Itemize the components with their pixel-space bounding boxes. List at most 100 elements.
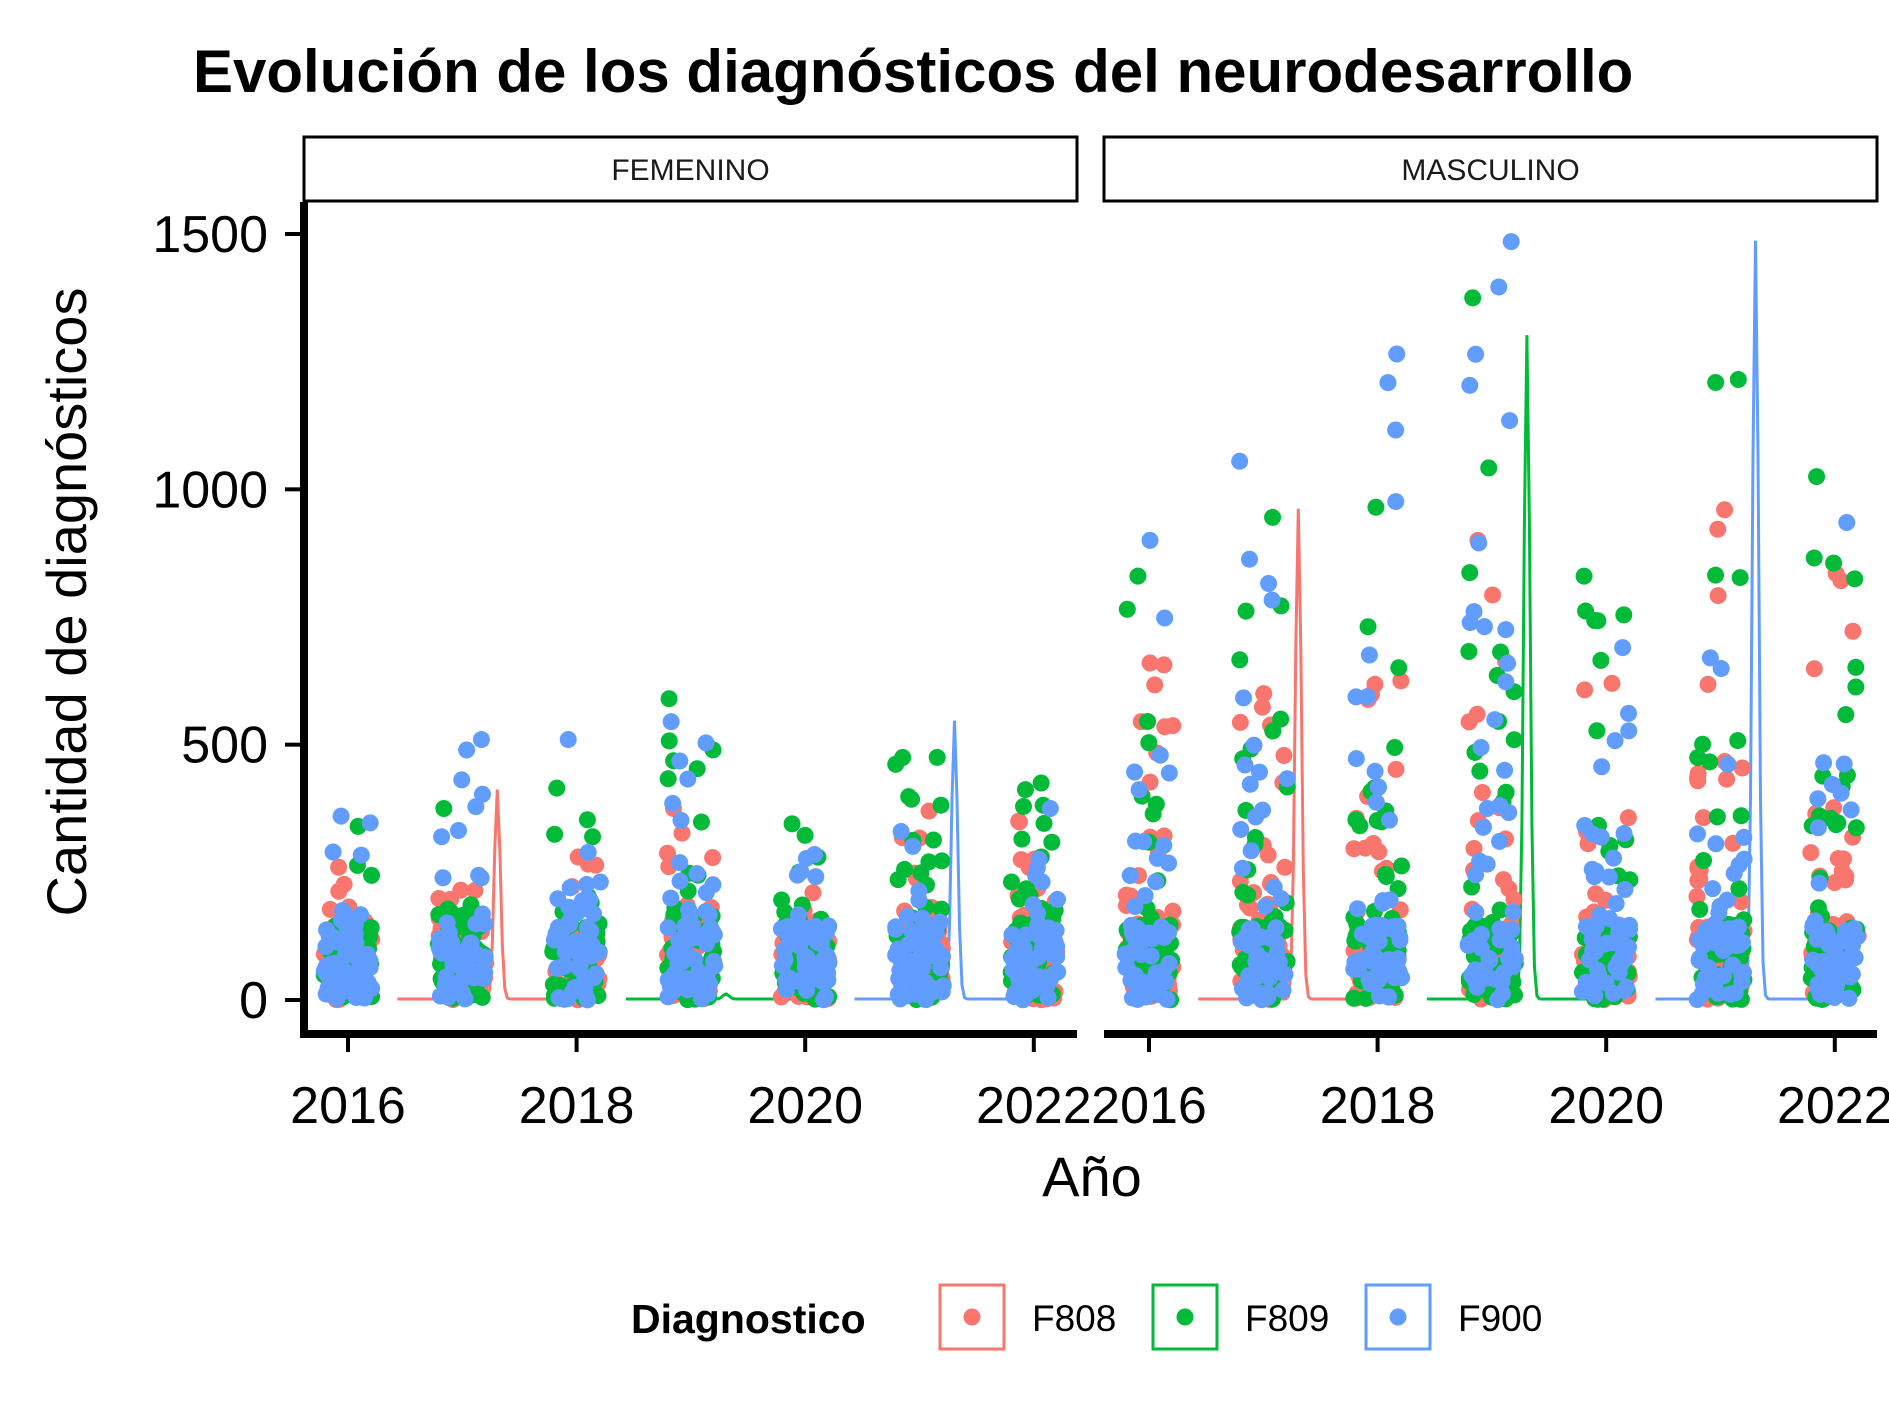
chart-title: Evolución de los diagnósticos del neurod… xyxy=(193,38,1633,105)
point-f900 xyxy=(1808,955,1826,973)
point-f808 xyxy=(466,881,484,899)
point-f808 xyxy=(704,849,722,867)
point-f808 xyxy=(1694,809,1712,827)
point-f900 xyxy=(1233,859,1251,877)
point-f900 xyxy=(1619,938,1637,956)
point-f900 xyxy=(317,938,335,956)
point-f900 xyxy=(1843,965,1861,983)
point-f809 xyxy=(1351,817,1369,835)
point-f808 xyxy=(1012,851,1030,869)
point-f900 xyxy=(1495,964,1513,982)
point-f808 xyxy=(1718,770,1736,788)
point-f809 xyxy=(1847,658,1865,676)
point-f900 xyxy=(783,970,801,988)
x-axis-title: Año xyxy=(1042,1145,1142,1208)
point-f900 xyxy=(1712,660,1730,678)
point-f900 xyxy=(1241,775,1259,793)
point-f900 xyxy=(1589,965,1607,983)
point-f900 xyxy=(1126,967,1144,985)
point-f900 xyxy=(334,902,352,920)
point-f900 xyxy=(1707,835,1725,853)
panel-masculino xyxy=(1116,233,1867,1009)
point-f809 xyxy=(1035,814,1053,832)
point-f900 xyxy=(1616,880,1634,898)
point-f809 xyxy=(1729,732,1747,750)
facet-strip-masculino xyxy=(1102,135,1879,203)
axes: 2016 2018 2020 2022 2016 2018 2020 202205001000… xyxy=(152,202,1889,1135)
point-f809 xyxy=(584,828,602,846)
point-f808 xyxy=(659,844,677,862)
point-f809 xyxy=(894,748,912,766)
point-f900 xyxy=(1347,688,1365,706)
point-f900 xyxy=(579,843,597,861)
point-f900 xyxy=(905,968,923,986)
point-f808 xyxy=(1231,713,1249,731)
point-f808 xyxy=(1010,813,1028,831)
point-f900 xyxy=(355,989,373,1007)
point-f809 xyxy=(1386,738,1404,756)
point-f900 xyxy=(1247,808,1265,826)
point-f900 xyxy=(1360,646,1378,664)
point-f900 xyxy=(1475,618,1493,636)
point-f900 xyxy=(1127,832,1145,850)
point-f900 xyxy=(807,868,825,886)
point-f900 xyxy=(1363,943,1381,961)
point-f900 xyxy=(439,988,457,1006)
point-f900 xyxy=(1709,984,1727,1002)
point-f900 xyxy=(1726,984,1744,1002)
point-f900 xyxy=(671,854,689,872)
point-f808 xyxy=(1146,676,1164,694)
point-f900 xyxy=(1126,898,1144,916)
point-f809 xyxy=(1015,797,1033,815)
point-f900 xyxy=(1349,900,1367,918)
point-f900 xyxy=(1011,973,1029,991)
point-f900 xyxy=(1718,891,1736,909)
point-f900 xyxy=(1610,923,1628,941)
point-f809 xyxy=(1730,880,1748,898)
point-f809 xyxy=(660,732,678,750)
point-f808 xyxy=(330,858,348,876)
point-f809 xyxy=(1695,851,1713,869)
point-f900 xyxy=(1474,818,1492,836)
point-f900 xyxy=(1610,952,1628,970)
point-f900 xyxy=(1160,764,1178,782)
point-f900 xyxy=(352,906,370,924)
point-f809 xyxy=(1043,833,1061,851)
point-f900 xyxy=(1576,816,1594,834)
point-f808 xyxy=(673,824,691,842)
point-f900 xyxy=(662,713,680,731)
point-f900 xyxy=(706,957,724,975)
point-f809 xyxy=(1592,651,1610,669)
point-f900 xyxy=(1366,762,1384,780)
point-f900 xyxy=(1048,938,1066,956)
x-tick-label: 2016 xyxy=(1091,1077,1207,1135)
legend-dot-f809 xyxy=(1176,1308,1194,1326)
point-f809 xyxy=(1491,901,1509,919)
point-f900 xyxy=(552,990,570,1008)
point-f900 xyxy=(1701,649,1719,667)
point-f900 xyxy=(680,901,698,919)
point-f900 xyxy=(1155,836,1173,854)
point-f900 xyxy=(458,741,476,759)
point-f900 xyxy=(591,873,609,891)
point-f900 xyxy=(1029,948,1047,966)
legend-dot-f900 xyxy=(1389,1308,1407,1326)
point-f809 xyxy=(1460,642,1478,660)
point-f900 xyxy=(456,990,474,1008)
point-f900 xyxy=(447,975,465,993)
point-f809 xyxy=(1264,508,1282,526)
point-f809 xyxy=(1731,569,1749,587)
x-tick-label: 2016 xyxy=(290,1077,406,1135)
point-f900 xyxy=(1809,975,1827,993)
point-f808 xyxy=(1275,747,1293,765)
point-f809 xyxy=(1118,600,1136,618)
point-f900 xyxy=(1369,778,1387,796)
point-f808 xyxy=(1164,902,1182,920)
point-f809 xyxy=(1707,566,1725,584)
point-f900 xyxy=(1600,910,1618,928)
point-f900 xyxy=(582,922,600,940)
point-f809 xyxy=(1002,873,1020,891)
point-f900 xyxy=(1592,828,1610,846)
point-f808 xyxy=(1505,890,1523,908)
point-f900 xyxy=(470,966,488,984)
